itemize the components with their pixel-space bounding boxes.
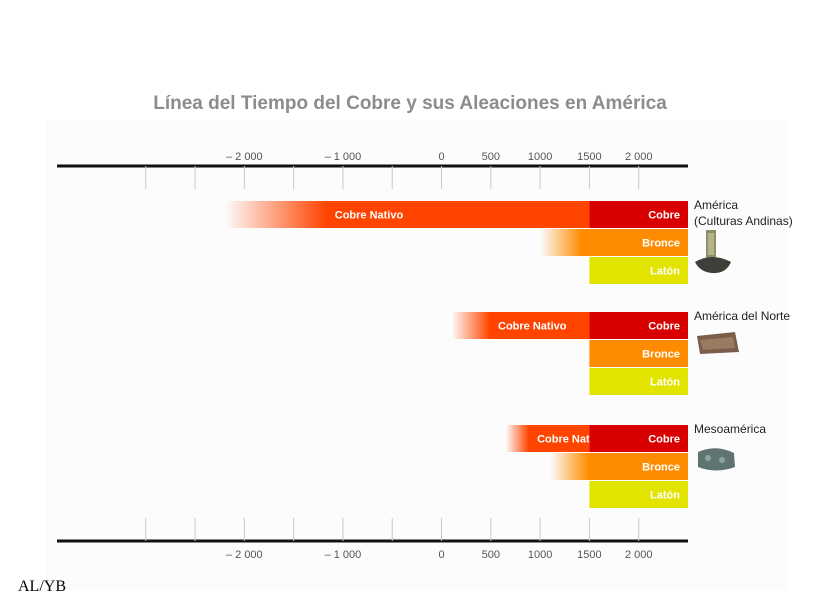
region-label: (Culturas Andinas) [694,214,793,228]
tick-label: 0 [438,549,444,561]
region-label: Mesoamérica [694,422,766,436]
tick-label: 1000 [528,151,552,163]
bar-label: Latón [650,490,680,502]
bar-cobre [589,425,688,452]
tick-label: 500 [482,151,500,163]
tick-label: 1000 [528,549,552,561]
bar-label: Cobre Nativo [537,434,606,446]
andean-knife-icon [695,230,731,274]
tick-label: 0 [438,151,444,163]
tick-label: – 2 000 [226,549,263,561]
bar-label: Cobre Nativo [335,210,404,222]
bar-bronce [540,229,688,256]
tick-label: 2 000 [625,549,653,561]
bar-label: Bronce [642,349,680,361]
tick-label: 2 000 [625,151,653,163]
tick-label: 500 [482,549,500,561]
author-credit: AL/YB [18,578,66,595]
bar-label: Cobre Nativo [498,321,567,333]
bar-label: Bronce [642,462,680,474]
bar-laton [589,368,688,395]
region-labels: América (Culturas Andinas) América del Nor… [694,198,793,436]
bar-label: Latón [650,377,680,389]
bar-cobre [589,312,688,339]
bar-cobre_nativo [451,312,590,339]
artifact-images [695,230,739,471]
bars-layer: Cobre Nativo Cobre Bronce Latón Cobre Nativo… [224,201,688,508]
bell-artifact-icon [698,448,735,471]
tick-label: 1500 [577,151,601,163]
bottom-axis: – 2 000 – 1 000 0 500 1000 1500 2 000 [57,518,688,561]
chart-title: Línea del Tiempo del Cobre y sus Aleacio… [153,93,667,114]
bar-bronce [589,340,688,367]
bar-cobre_nativo [505,425,590,452]
tick-label: – 1 000 [325,549,362,561]
tick-label: 1500 [577,549,601,561]
bar-label: Latón [650,266,680,278]
bar-bronce [549,453,688,480]
tick-label: – 1 000 [325,151,362,163]
top-axis: – 2 000 – 1 000 0 500 1000 1500 2 000 [57,151,688,189]
bar-label: Cobre [648,210,680,222]
tick-label: – 2 000 [226,151,263,163]
bar-cobre_nativo [224,201,590,228]
bar-laton [589,481,688,508]
bar-laton [589,257,688,284]
region-label: América del Norte [694,309,790,323]
bar-label: Cobre [648,434,680,446]
bar-cobre [589,201,688,228]
region-label: América [694,198,738,212]
bar-label: Cobre [648,321,680,333]
bar-label: Bronce [642,238,680,250]
copper-blade-icon [697,332,739,354]
